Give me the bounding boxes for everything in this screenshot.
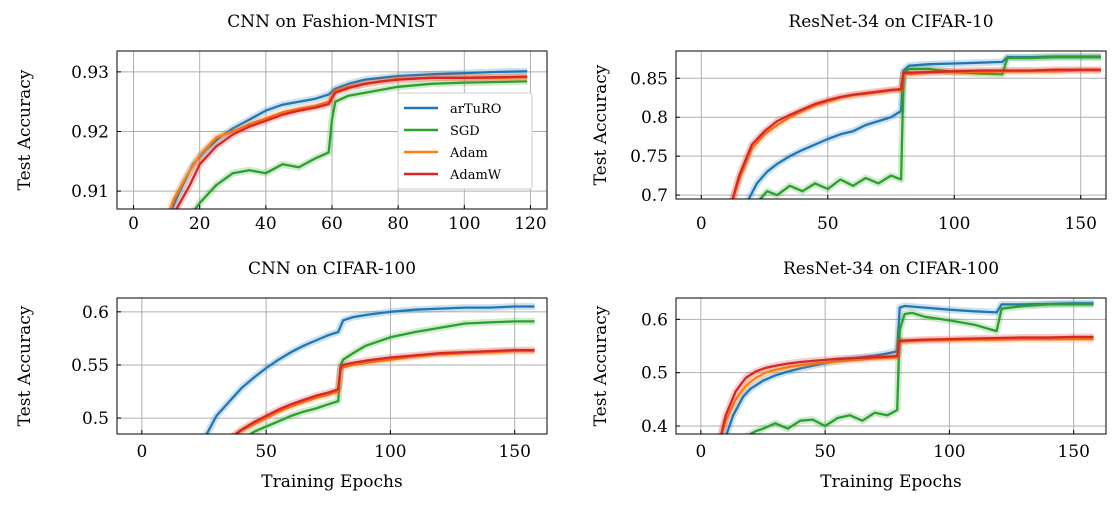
x-tick-label: 0: [696, 214, 707, 234]
x-tick-label: 40: [255, 214, 277, 234]
y-tick-label: 0.6: [82, 303, 109, 323]
series-line-arturo: [205, 305, 535, 434]
legend-label-adamw: AdamW: [449, 168, 502, 183]
series-band-adamw: [729, 66, 1101, 199]
y-tick-label: 0.6: [641, 310, 668, 330]
x-tick-label: 150: [1057, 442, 1089, 462]
y-tick-label: 0.5: [641, 364, 668, 384]
chart-title: CNN on CIFAR-100: [248, 259, 416, 279]
chart-panel-1: 0 50 100 150 0.7 0.75 0.8 0.85 ResNet-34 on CIFA…: [591, 12, 1107, 234]
series-group: [202, 303, 535, 434]
x-tick-label: 0: [695, 442, 706, 462]
x-tick-label: 100: [374, 442, 406, 462]
series-group: [717, 299, 1094, 434]
legend-label-sgd: SGD: [450, 124, 480, 139]
x-tick-label: 50: [814, 442, 836, 462]
x-tick-label: 60: [321, 214, 343, 234]
x-tick-label: 120: [514, 214, 546, 234]
series-line-adamw: [233, 348, 535, 434]
y-tick-label: 0.91: [71, 182, 109, 202]
x-tick-label: 50: [817, 214, 839, 234]
x-tick-label: 50: [255, 442, 277, 462]
chart-panel-0: 0 20 40 60 80 100 120 0.91 0.92 0.93 CNN on Fashio…: [15, 12, 548, 234]
legend-label-adam: Adam: [449, 146, 488, 161]
chart-title: ResNet-34 on CIFAR-10: [788, 12, 993, 32]
series-line-sgd: [758, 56, 1101, 199]
x-axis-label: Training Epochs: [820, 472, 961, 492]
y-tick-label: 0.7: [641, 186, 668, 206]
plot-frame: [675, 297, 1107, 435]
chart-title: ResNet-34 on CIFAR-100: [783, 259, 999, 279]
series-line-adam: [720, 337, 1094, 434]
series-band-sgd: [755, 53, 1101, 199]
legend-label-arturo: arTuRO: [450, 102, 501, 117]
y-axis-label: Test Accuracy: [591, 305, 611, 426]
y-tick-label: 0.4: [641, 417, 668, 437]
plot-frame: [116, 297, 548, 435]
series-line-sgd: [193, 80, 528, 209]
y-tick-label: 0.5: [82, 409, 109, 429]
plot-frame: [675, 50, 1107, 200]
series-band-adam: [729, 67, 1101, 199]
x-tick-label: 100: [933, 442, 965, 462]
y-axis-label: Test Accuracy: [15, 69, 35, 190]
series-line-sgd: [748, 303, 1094, 434]
x-tick-label: 80: [387, 214, 409, 234]
series-group: [166, 67, 528, 209]
chart-panel-2: 0 50 100 150 0.5 0.55 0.6 CNN on CIFAR-100 Test …: [15, 259, 548, 492]
x-axis-label: Training Epochs: [261, 472, 402, 492]
series-line-arturo: [170, 70, 528, 209]
legend-box: [397, 92, 533, 190]
y-tick-label: 0.8: [641, 108, 668, 128]
y-axis-label: Test Accuracy: [15, 305, 35, 426]
series-line-adam: [731, 69, 1101, 199]
series-line-adamw: [731, 68, 1101, 199]
y-tick-label: 0.93: [71, 63, 109, 83]
y-tick-label: 0.92: [71, 122, 109, 142]
x-tick-label: 0: [136, 442, 147, 462]
y-tick-label: 0.55: [71, 356, 109, 376]
y-axis-label: Test Accuracy: [591, 64, 611, 185]
x-tick-label: 100: [938, 214, 970, 234]
x-tick-label: 0: [128, 214, 139, 234]
x-tick-label: 150: [498, 442, 530, 462]
series-group: [729, 53, 1101, 199]
x-tick-label: 100: [448, 214, 480, 234]
chart-title: CNN on Fashion-MNIST: [227, 12, 437, 32]
chart-panel-3: 0 50 100 150 0.4 0.5 0.6 ResNet-34 on CIFAR-100…: [591, 259, 1107, 492]
series-line-adamw: [720, 335, 1094, 434]
legend: arTuRO SGD Adam AdamW: [397, 92, 533, 190]
series-line-sgd: [248, 320, 535, 434]
y-tick-label: 0.75: [630, 147, 668, 167]
series-line-arturo: [725, 302, 1094, 434]
x-tick-label: 20: [189, 214, 211, 234]
y-tick-label: 0.85: [630, 69, 668, 89]
x-tick-label: 150: [1064, 214, 1096, 234]
series-line-adamw: [175, 75, 528, 209]
